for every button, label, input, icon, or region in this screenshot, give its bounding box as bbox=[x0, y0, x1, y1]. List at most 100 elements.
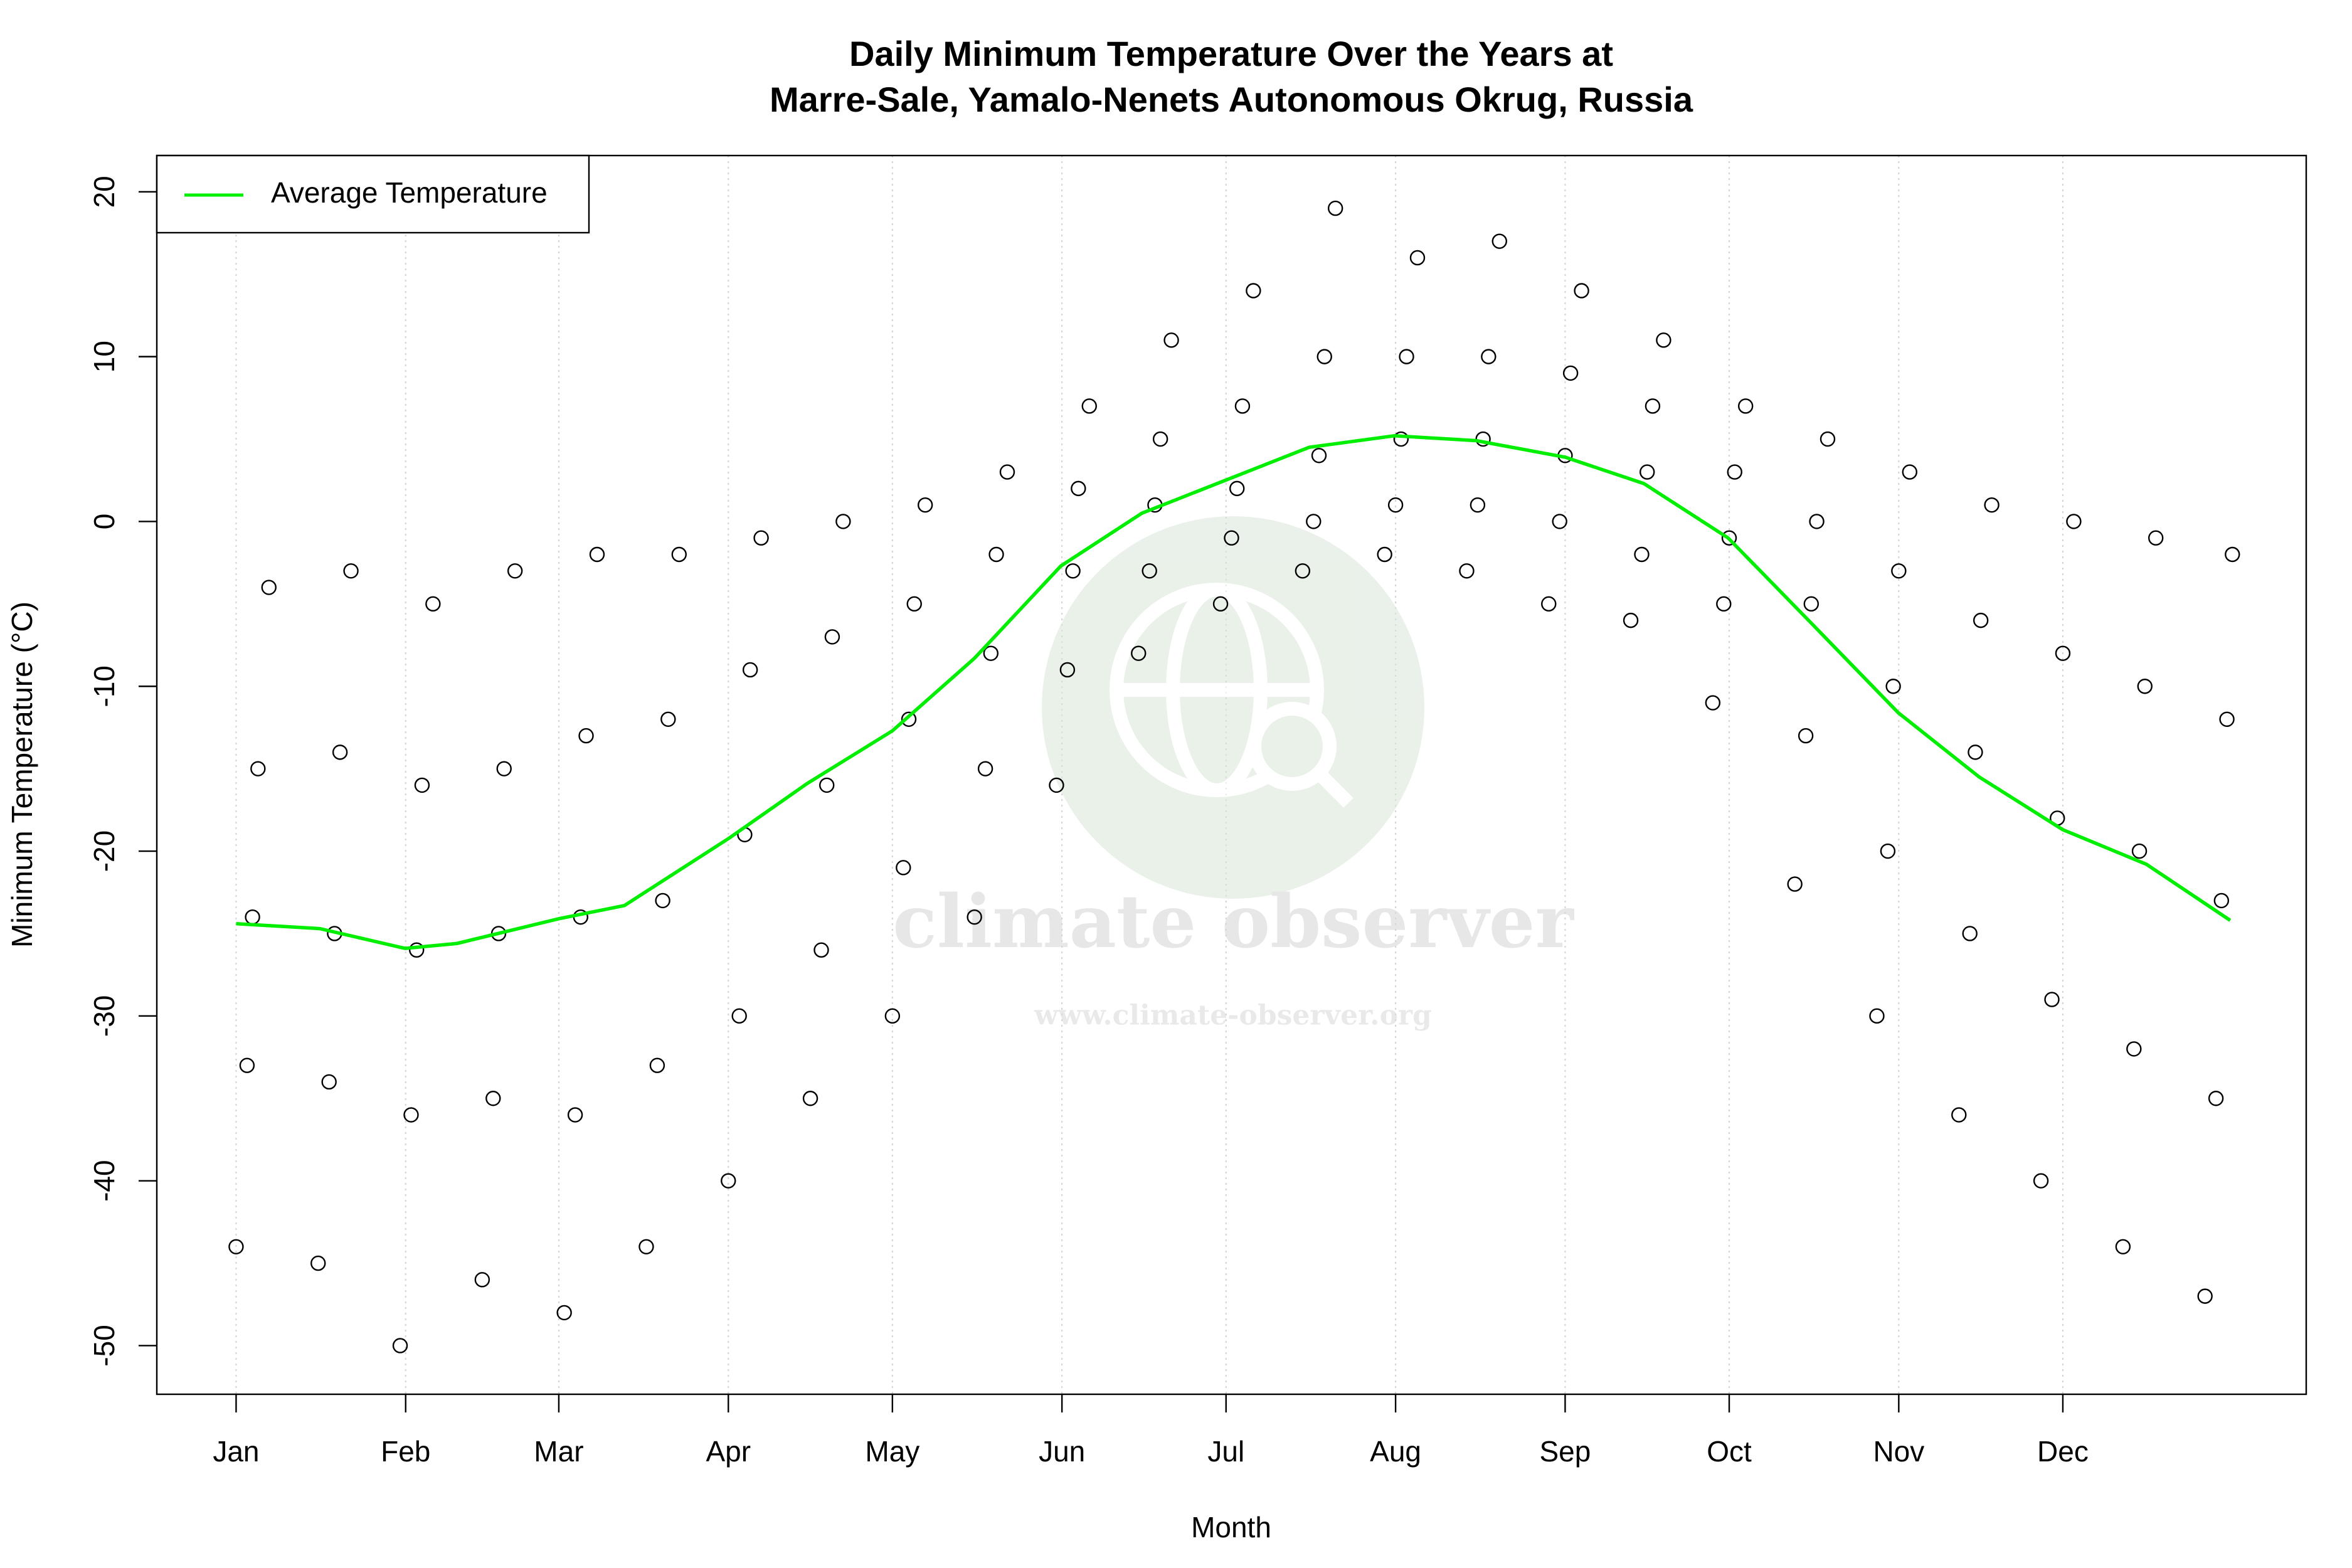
data-point bbox=[671, 546, 687, 563]
data-point bbox=[649, 1057, 665, 1073]
data-point bbox=[1311, 448, 1327, 464]
data-point bbox=[1951, 1107, 1967, 1123]
data-point bbox=[906, 596, 922, 612]
chart-title: Marre-Sale, Yamalo-Nenets Autonomous Okr… bbox=[770, 80, 1693, 119]
data-point bbox=[343, 563, 359, 579]
data-point bbox=[1234, 398, 1251, 414]
data-point bbox=[884, 1008, 901, 1024]
axes: Jan Feb Mar Apr May Jun Jul Aug Sep Oct Nov Dec -50 -… bbox=[88, 154, 2307, 1468]
data-point bbox=[1803, 596, 1820, 612]
data-point bbox=[1059, 662, 1076, 678]
data-point bbox=[1968, 744, 1983, 760]
chart-title: Daily Minimum Temperature Over the Years… bbox=[849, 34, 1613, 73]
data-point bbox=[2066, 514, 2082, 529]
data-point bbox=[1891, 563, 1907, 579]
data-point bbox=[1645, 398, 1661, 414]
data-point bbox=[1716, 596, 1732, 612]
data-point bbox=[485, 1091, 501, 1106]
data-point bbox=[2131, 843, 2148, 859]
x-tick-label: Dec bbox=[2037, 1435, 2089, 1468]
data-point bbox=[2115, 1239, 2131, 1254]
legend: Average Temperature bbox=[156, 154, 590, 234]
data-point bbox=[2033, 1173, 2049, 1189]
data-point bbox=[1809, 514, 1825, 529]
data-point bbox=[1049, 777, 1064, 793]
data-point bbox=[250, 761, 266, 776]
data-point bbox=[1071, 480, 1086, 497]
data-point bbox=[1885, 679, 1901, 694]
data-point bbox=[403, 1107, 419, 1123]
data-point bbox=[1491, 233, 1507, 249]
data-point bbox=[2197, 1288, 2213, 1304]
data-point bbox=[802, 1091, 818, 1106]
data-point bbox=[1409, 250, 1426, 266]
y-axis-label: Minimum Temperature (°C) bbox=[6, 601, 38, 948]
data-point bbox=[1152, 431, 1168, 447]
data-point bbox=[655, 893, 670, 909]
y-tick-label: -10 bbox=[88, 665, 120, 707]
data-point bbox=[1737, 398, 1754, 414]
watermark-icon bbox=[1110, 583, 1353, 808]
y-tick-label: -50 bbox=[88, 1325, 120, 1366]
data-point bbox=[1306, 514, 1322, 529]
x-tick-label: Jun bbox=[1039, 1435, 1085, 1468]
data-point bbox=[2225, 546, 2240, 563]
data-point bbox=[1131, 645, 1147, 661]
data-point bbox=[1399, 349, 1414, 364]
data-point bbox=[589, 546, 605, 563]
data-point bbox=[1640, 464, 1655, 480]
data-point bbox=[721, 1173, 736, 1189]
data-point bbox=[556, 1305, 572, 1321]
data-point bbox=[414, 777, 430, 793]
data-point bbox=[1705, 695, 1721, 711]
x-tick-label: Mar bbox=[534, 1435, 583, 1468]
data-point bbox=[1295, 563, 1311, 579]
data-point bbox=[1552, 514, 1567, 529]
data-point bbox=[1962, 926, 1978, 941]
data-point bbox=[1327, 200, 1343, 216]
data-point bbox=[2219, 711, 2235, 728]
data-point bbox=[239, 1057, 255, 1073]
x-tick-label: Aug bbox=[1370, 1435, 1421, 1468]
data-point bbox=[819, 777, 835, 793]
data-point bbox=[1973, 612, 1989, 628]
x-tick-label: Sep bbox=[1539, 1435, 1591, 1468]
data-point bbox=[917, 497, 933, 513]
data-point bbox=[983, 645, 999, 661]
data-point bbox=[1656, 332, 1671, 348]
data-point bbox=[742, 662, 758, 678]
x-tick-label: Apr bbox=[706, 1435, 751, 1468]
data-point bbox=[1869, 1008, 1885, 1024]
data-point bbox=[2137, 679, 2153, 694]
y-tick-label: -40 bbox=[88, 1160, 120, 1201]
data-point bbox=[409, 942, 425, 958]
x-tick-label: Jan bbox=[213, 1435, 259, 1468]
data-point bbox=[310, 1255, 326, 1271]
plot-frame bbox=[156, 154, 2307, 1396]
data-point bbox=[2148, 530, 2164, 546]
data-point bbox=[2044, 992, 2060, 1007]
x-tick-label: Jul bbox=[1207, 1435, 1244, 1468]
y-tick-label: -20 bbox=[88, 830, 120, 872]
data-point bbox=[1623, 612, 1639, 628]
average-line bbox=[236, 434, 2232, 950]
data-point bbox=[1562, 365, 1579, 381]
x-tick-label: Oct bbox=[1707, 1435, 1752, 1468]
data-point bbox=[1727, 464, 1742, 480]
data-point bbox=[824, 629, 840, 645]
watermark-title: climate observer bbox=[893, 879, 1574, 965]
data-point bbox=[507, 563, 523, 579]
data-point bbox=[1798, 728, 1814, 744]
data-point bbox=[1541, 596, 1557, 612]
data-point bbox=[1634, 546, 1650, 563]
x-tick-label: Nov bbox=[1873, 1435, 1924, 1468]
data-point bbox=[1387, 497, 1404, 513]
data-point bbox=[2126, 1041, 2142, 1057]
plot-marks bbox=[228, 200, 2240, 1353]
data-point bbox=[1163, 332, 1179, 348]
data-point bbox=[753, 530, 769, 546]
data-point bbox=[2208, 1091, 2224, 1106]
data-point bbox=[1229, 480, 1245, 497]
